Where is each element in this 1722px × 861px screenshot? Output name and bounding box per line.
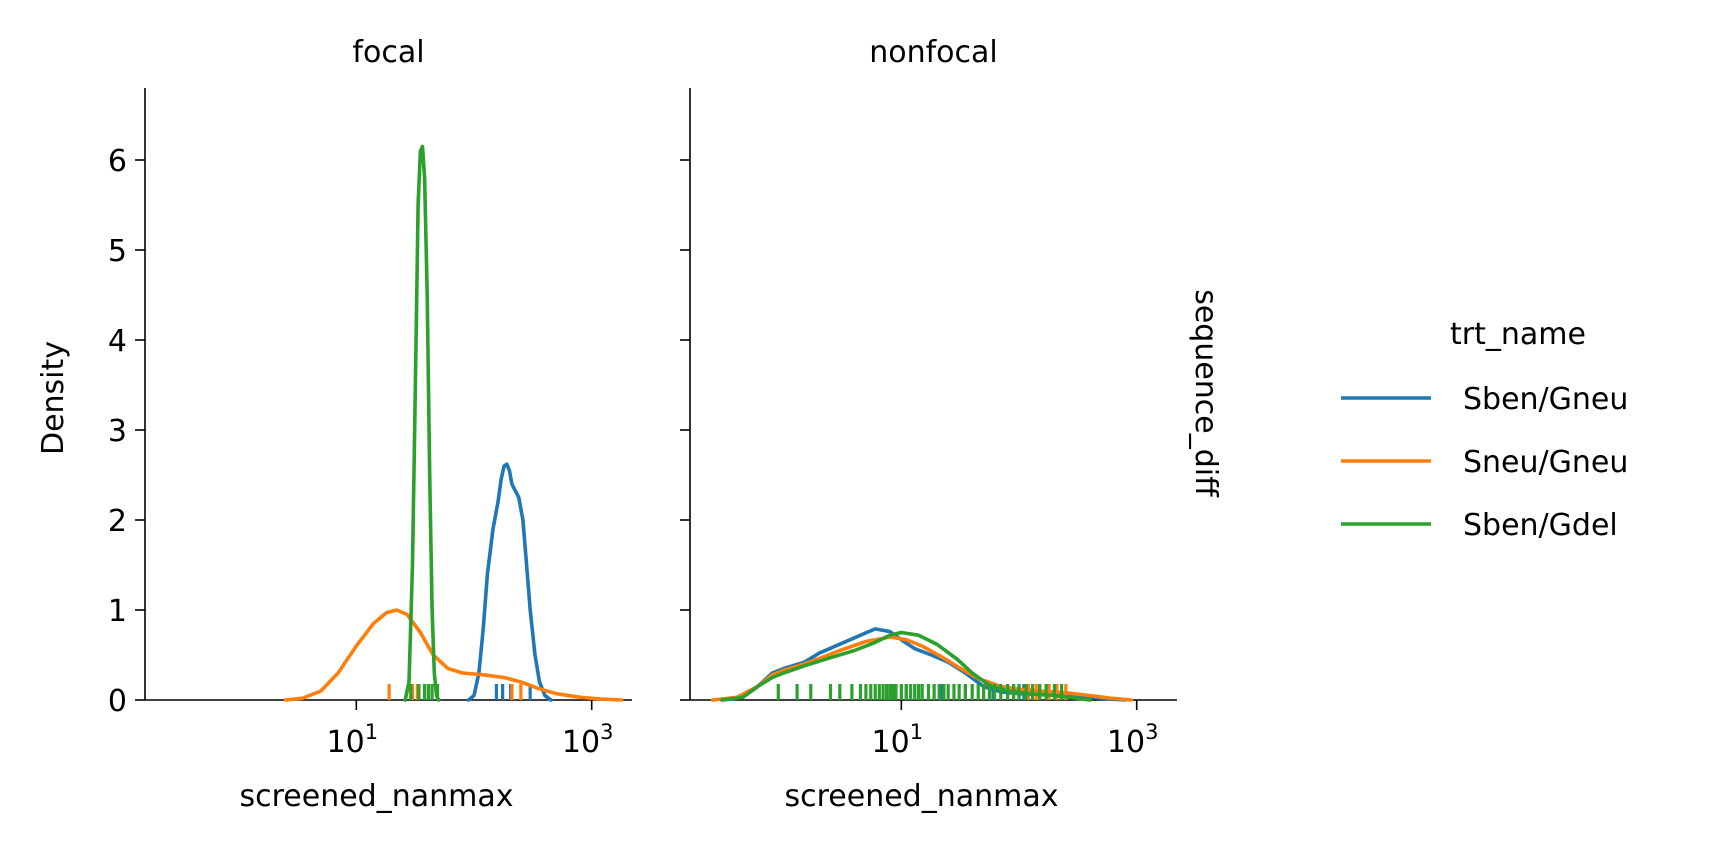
legend-label: Sneu/Gneu — [1463, 445, 1628, 480]
y-tick-label: 3 — [108, 414, 127, 449]
legend-entry: Sben/Gdel — [1341, 508, 1618, 543]
series-Sben/Gdel — [720, 630, 1092, 702]
series-Sneu/Gneu — [283, 608, 624, 702]
row-facet-label: sequence_diff — [1188, 289, 1223, 498]
facet-panel-focal: focal 0 1 2 3 4 5 6 101 103 screened_nanmax — [108, 35, 632, 814]
density-line — [720, 630, 1092, 702]
legend-entry: Sneu/Gneu — [1341, 445, 1628, 480]
density-line — [466, 462, 553, 702]
series-Sben/Gneu — [466, 462, 553, 702]
x-tick-label: 101 — [327, 720, 379, 760]
facet-title: focal — [352, 35, 424, 70]
y-tick-label: 2 — [108, 504, 127, 539]
legend: trt_name Sben/Gneu Sneu/Gneu Sben/Gdel — [1341, 317, 1628, 543]
density-line — [711, 635, 1134, 702]
series-Sben/Gdel — [403, 144, 441, 702]
x-axis-label: screened_nanmax — [240, 779, 514, 814]
y-axis-label: Density — [36, 341, 71, 455]
x-tick-label: 103 — [562, 720, 614, 760]
y-tick-label: 4 — [108, 324, 127, 359]
y-tick-label: 1 — [108, 594, 127, 629]
facet-title: nonfocal — [869, 35, 998, 70]
density-line — [403, 144, 441, 702]
x-tick-label: 103 — [1107, 720, 1159, 760]
x-tick-label: 101 — [872, 720, 924, 760]
y-tick-label: 6 — [108, 144, 127, 179]
legend-title: trt_name — [1450, 317, 1586, 352]
legend-entry: Sben/Gneu — [1341, 382, 1628, 417]
x-axis-label: screened_nanmax — [785, 779, 1059, 814]
density-line — [283, 608, 624, 702]
legend-label: Sben/Gneu — [1463, 382, 1628, 417]
legend-label: Sben/Gdel — [1463, 508, 1618, 543]
y-tick-label: 5 — [108, 234, 127, 269]
y-tick-label: 0 — [108, 684, 127, 719]
facet-panel-nonfocal: nonfocal 101 103 screened_nanmax — [680, 35, 1177, 814]
